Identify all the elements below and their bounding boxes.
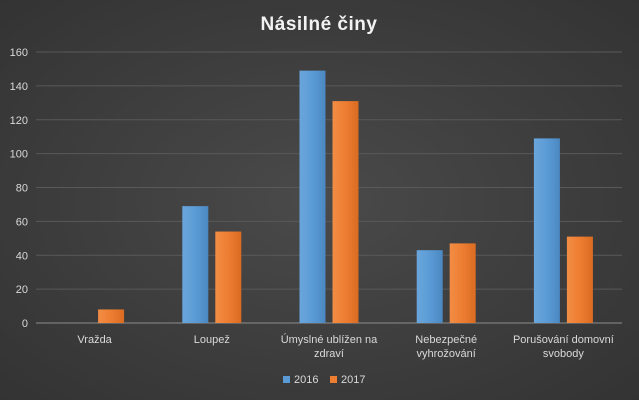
legend-label: 2016 bbox=[294, 374, 318, 386]
bar-2017-2 bbox=[332, 101, 359, 324]
x-category-label: Úmyslné ublížen na bbox=[281, 333, 378, 346]
x-category-label: Nebezpečné bbox=[415, 334, 477, 346]
bar-2017-1 bbox=[215, 231, 242, 323]
bar-2017-4 bbox=[566, 236, 593, 323]
y-tick-label: 60 bbox=[16, 216, 28, 228]
y-tick-label: 40 bbox=[16, 250, 28, 262]
x-category-label: svobody bbox=[543, 348, 584, 360]
bar-2016-4 bbox=[533, 138, 560, 323]
bars bbox=[98, 70, 593, 324]
bar-2016-2 bbox=[299, 70, 326, 323]
legend: 2016 2017 bbox=[283, 374, 365, 386]
y-tick-label: 80 bbox=[16, 183, 28, 195]
legend-swatch-2016 bbox=[283, 376, 290, 383]
bar-2017-3 bbox=[449, 243, 476, 323]
bar-2017-0 bbox=[98, 309, 125, 323]
bar-2016-1 bbox=[182, 206, 209, 323]
y-tick-label: 0 bbox=[22, 318, 28, 330]
x-category-label: Porušování domovní bbox=[513, 334, 614, 346]
x-category-label: Vražda bbox=[77, 334, 112, 346]
gridlines bbox=[36, 51, 622, 324]
legend-label: 2017 bbox=[341, 374, 365, 386]
y-tick-label: 120 bbox=[10, 115, 28, 127]
x-category-label: Loupež bbox=[194, 334, 230, 346]
y-axis-ticks: 0 20 40 60 80 100 120 140 160 bbox=[10, 47, 28, 330]
x-category-label: zdraví bbox=[314, 348, 344, 360]
y-tick-label: 140 bbox=[10, 81, 28, 93]
y-tick-label: 100 bbox=[10, 149, 28, 161]
x-axis-labels: Vražda Loupež Úmyslné ublížen na zdraví Nebe… bbox=[77, 333, 613, 360]
chart-title: Násilné činy bbox=[261, 14, 378, 35]
legend-swatch-2017 bbox=[330, 376, 337, 383]
x-category-label: vyhrožování bbox=[417, 348, 476, 360]
bar-2016-3 bbox=[416, 250, 443, 323]
y-tick-label: 20 bbox=[16, 284, 28, 296]
y-tick-label: 160 bbox=[10, 47, 28, 59]
